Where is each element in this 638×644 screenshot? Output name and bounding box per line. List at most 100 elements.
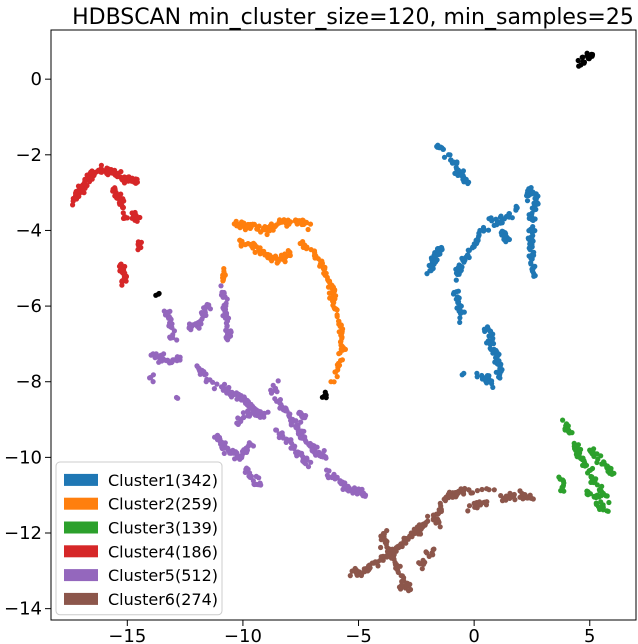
y-tick-label: −12 xyxy=(4,523,42,544)
cluster-3-point xyxy=(608,468,614,474)
cluster-6-point xyxy=(484,486,490,492)
cluster-6-point xyxy=(401,539,407,545)
cluster-5-point xyxy=(158,355,164,361)
cluster-2-point xyxy=(300,217,306,223)
cluster-1-point xyxy=(440,146,446,152)
cluster-1-point xyxy=(528,185,534,191)
cluster-5-point xyxy=(301,413,307,420)
cluster-3-point xyxy=(590,479,597,486)
cluster-2-point xyxy=(338,346,344,352)
cluster-6-point xyxy=(384,528,390,534)
cluster-2-point xyxy=(237,225,243,231)
cluster-1-point xyxy=(501,233,507,239)
cluster-6-point xyxy=(444,494,450,501)
cluster-2-point xyxy=(332,287,338,293)
cluster-5-point xyxy=(300,458,306,464)
cluster-3-point xyxy=(556,474,562,480)
cluster-4-point xyxy=(120,204,126,211)
cluster-5-point xyxy=(360,493,366,499)
cluster-5-point xyxy=(236,391,242,397)
cluster-5-point xyxy=(289,419,295,425)
cluster-5-point xyxy=(147,375,153,381)
cluster-3-point xyxy=(560,477,566,483)
cluster-1-point xyxy=(474,240,480,246)
cluster-2-point xyxy=(282,259,288,265)
cluster-5-point xyxy=(148,352,154,358)
noise-point xyxy=(575,57,581,64)
cluster-6-point xyxy=(392,559,398,565)
cluster-5-point xyxy=(214,381,220,387)
cluster-6-point xyxy=(354,571,360,577)
y-tick-label: −2 xyxy=(15,145,42,166)
cluster-2-point xyxy=(322,271,328,277)
cluster-1-point xyxy=(485,227,492,233)
cluster-5-point xyxy=(221,381,228,387)
cluster-2-point xyxy=(281,254,287,260)
cluster-5-point xyxy=(273,427,279,433)
cluster-1-point xyxy=(527,241,533,247)
cluster-2-point xyxy=(307,221,314,227)
cluster-3-point xyxy=(561,488,567,494)
cluster-2-point xyxy=(318,258,324,264)
cluster-3-points xyxy=(556,417,617,514)
cluster-5-point xyxy=(299,428,305,434)
cluster-5-point xyxy=(204,376,210,382)
cluster-6-point xyxy=(474,488,480,494)
cluster-4-point xyxy=(73,196,79,202)
cluster-4-point xyxy=(134,215,140,221)
cluster-2-point xyxy=(268,221,274,227)
cluster-5-point xyxy=(174,355,180,361)
cluster-5-point xyxy=(317,451,323,457)
cluster-6-point xyxy=(399,578,405,585)
cluster-6-point xyxy=(381,534,387,540)
cluster-1-point xyxy=(493,369,499,375)
cluster-1-point xyxy=(457,315,463,321)
cluster-1-point xyxy=(531,252,537,258)
cluster-5-point xyxy=(207,306,213,312)
cluster-5-point xyxy=(150,379,156,385)
cluster-3-point xyxy=(582,462,588,468)
cluster-1-point xyxy=(481,326,487,332)
cluster-6-point xyxy=(437,500,443,506)
cluster-1-point xyxy=(435,142,441,148)
cluster-6-point xyxy=(419,525,425,531)
cluster-1-point xyxy=(496,374,502,380)
cluster-1-point xyxy=(461,176,467,182)
cluster-2-point xyxy=(334,312,340,318)
cluster-2-point xyxy=(339,357,345,363)
cluster-1-point xyxy=(476,230,482,236)
cluster-4-point xyxy=(104,170,110,177)
cluster-1-point xyxy=(441,154,448,160)
cluster-1-point xyxy=(509,215,515,221)
cluster-5-point xyxy=(351,487,358,493)
legend-swatch xyxy=(64,592,98,605)
cluster-1-point xyxy=(524,193,530,199)
cluster-6-point xyxy=(416,560,422,566)
cluster-5-point xyxy=(309,447,315,453)
cluster-5-point xyxy=(221,450,227,456)
cluster-1-point xyxy=(469,245,476,251)
cluster-4-point xyxy=(115,170,121,176)
cluster-2-point xyxy=(326,278,333,284)
y-axis: 0 −2 −4 −6 −8 −10 −12 −14 xyxy=(4,69,51,620)
cluster-6-points xyxy=(347,485,536,594)
cluster-3-point xyxy=(593,501,600,507)
cluster-6-point xyxy=(399,543,405,550)
cluster-6-point xyxy=(388,555,395,561)
cluster-5-point xyxy=(175,395,181,401)
cluster-6-point xyxy=(438,508,444,514)
cluster-5-point xyxy=(270,382,276,388)
cluster-5-point xyxy=(274,389,280,395)
cluster-2-point xyxy=(336,362,343,368)
cluster-2-point xyxy=(311,248,318,254)
cluster-1-point xyxy=(528,261,534,267)
cluster-6-point xyxy=(409,534,415,540)
cluster-6-point xyxy=(365,568,371,574)
cluster-5-point xyxy=(189,323,195,330)
cluster-3-point xyxy=(604,508,610,514)
cluster-2-point xyxy=(334,374,340,380)
cluster-5-point xyxy=(246,440,252,446)
cluster-1-point xyxy=(428,263,434,269)
cluster-2-point xyxy=(303,219,309,225)
cluster-3-point xyxy=(593,494,599,500)
